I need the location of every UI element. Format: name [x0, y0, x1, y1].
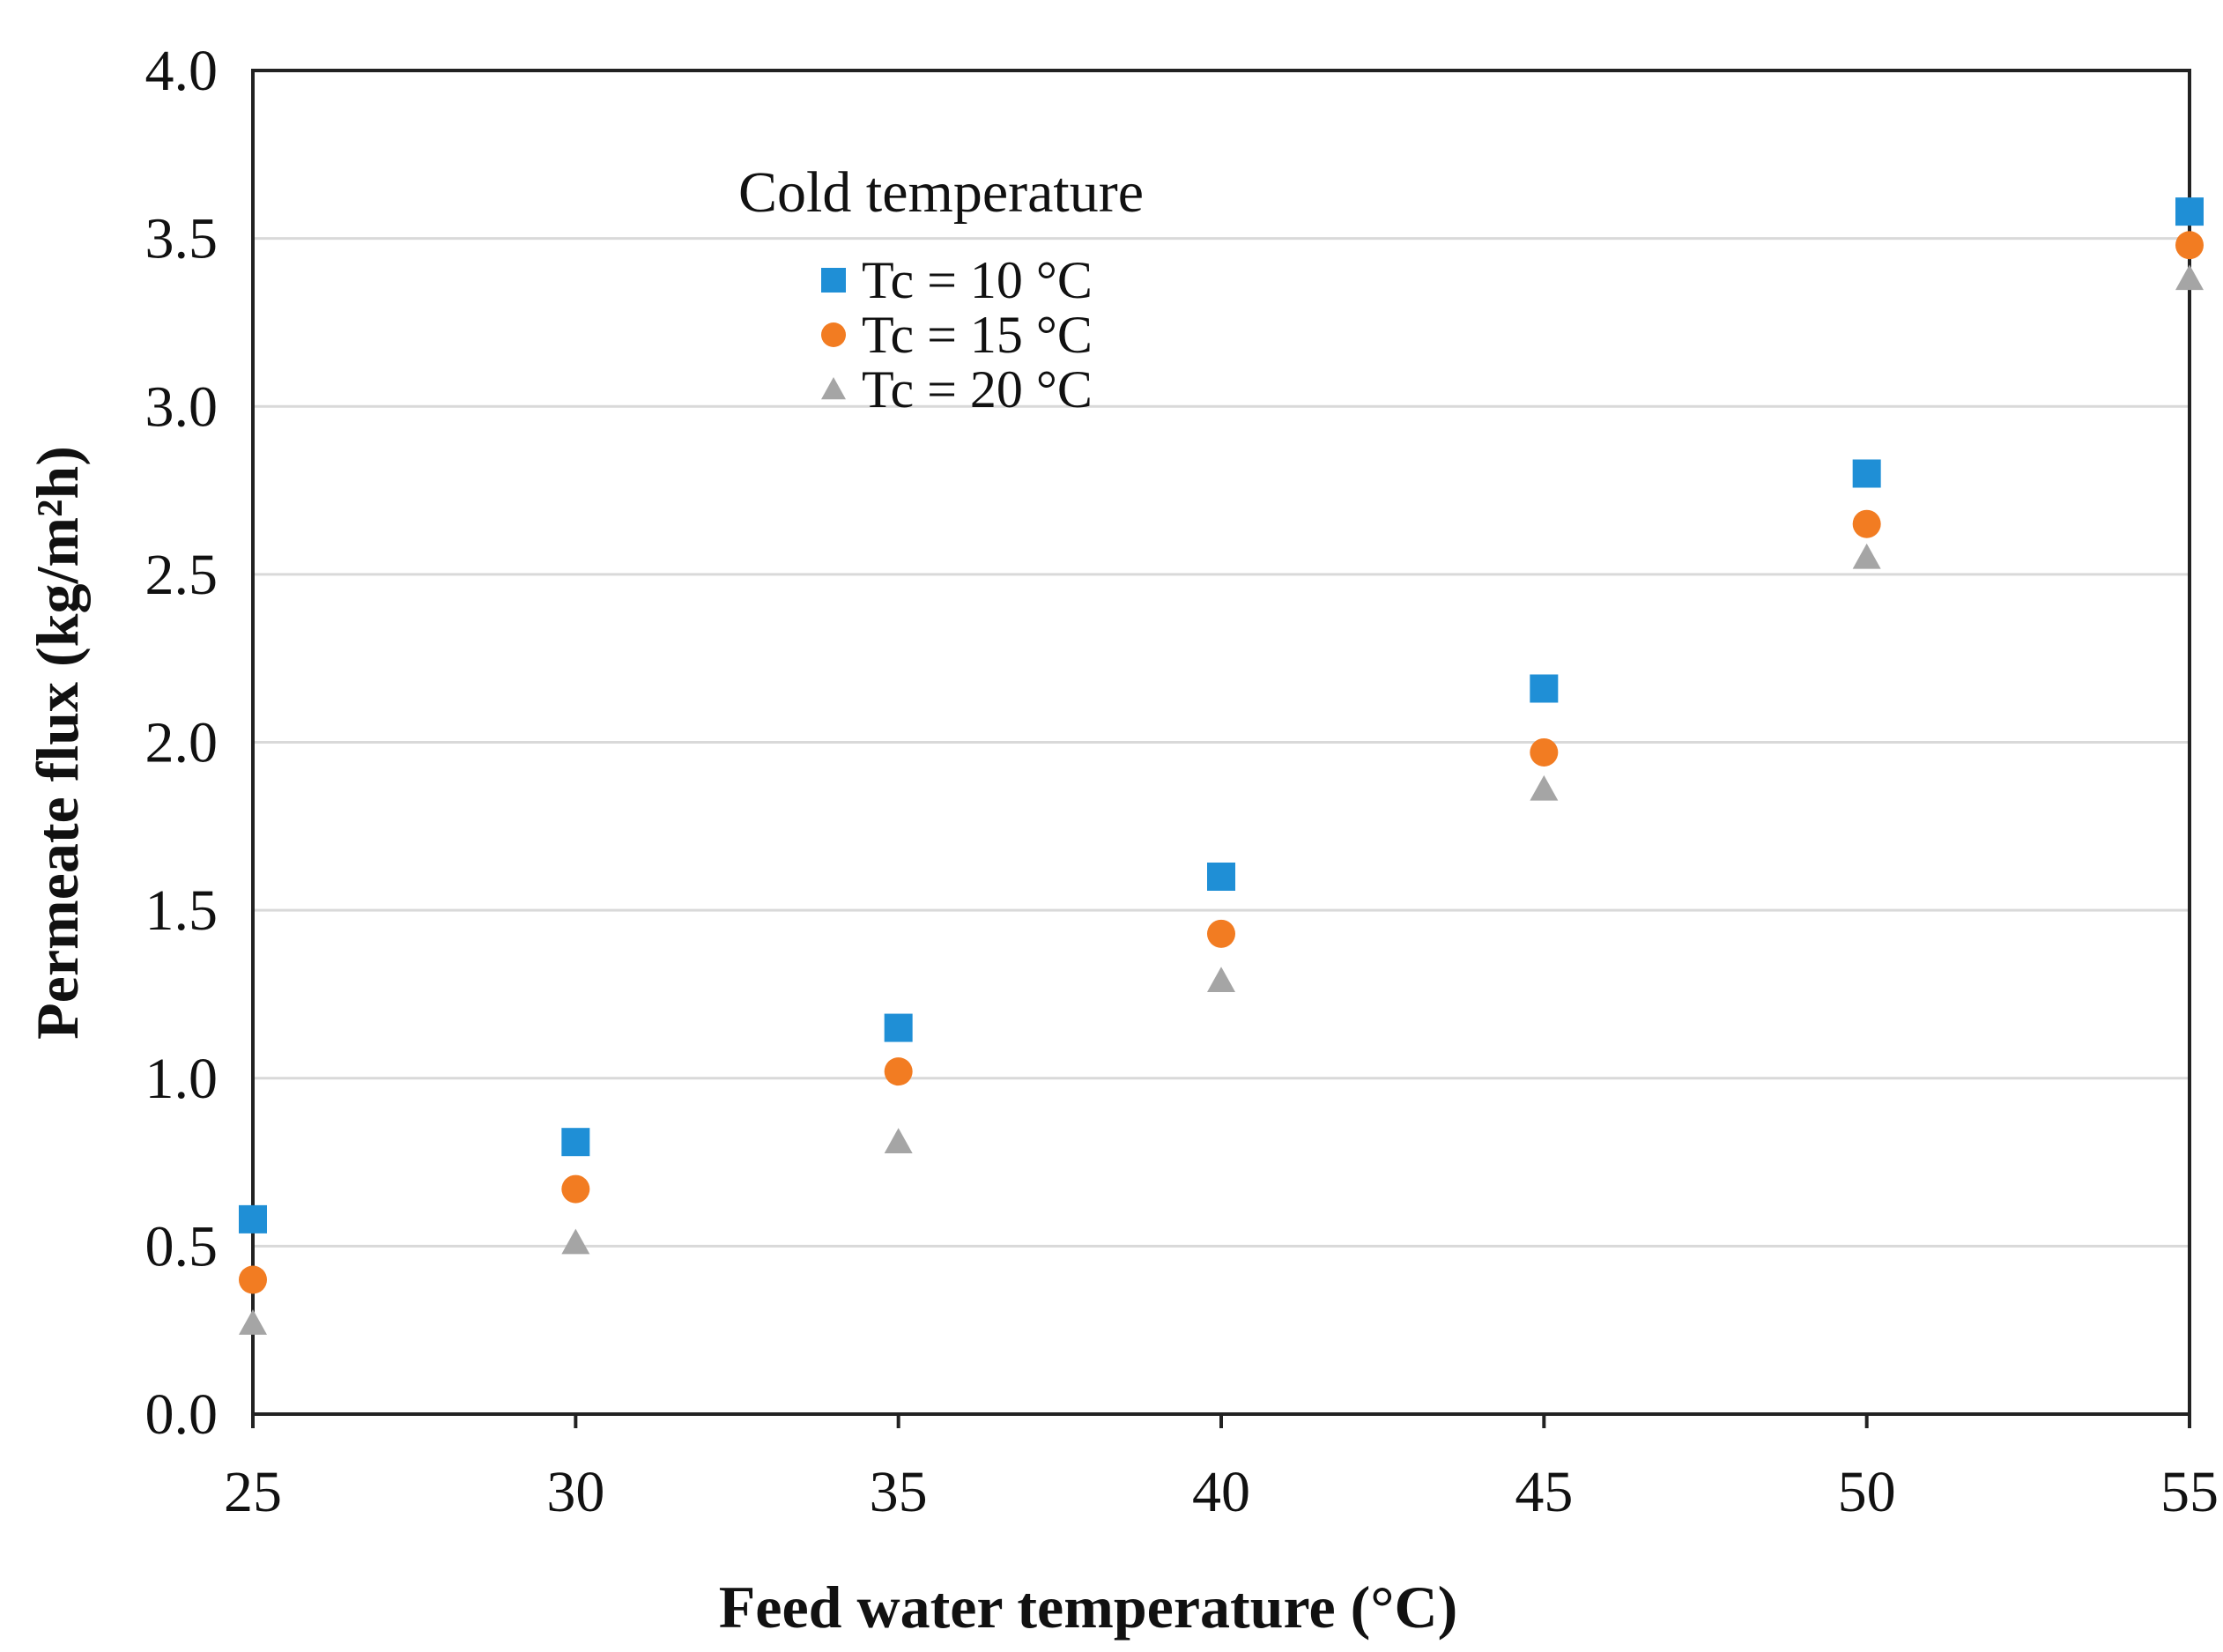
- data-point: [884, 1013, 913, 1042]
- data-point: [1852, 543, 1881, 569]
- x-axis-title: Feed water temperature (°C): [719, 1574, 1457, 1641]
- y-tick-label: 2.5: [145, 543, 219, 607]
- data-point: [1852, 459, 1881, 488]
- data-point: [239, 1309, 267, 1335]
- data-point: [2175, 197, 2204, 226]
- data-point: [239, 1265, 267, 1294]
- data-point: [2175, 264, 2204, 291]
- y-tick-label: 0.5: [145, 1214, 219, 1278]
- legend-marker: [821, 322, 846, 347]
- series-2: [239, 231, 2204, 1294]
- y-tick-label: 1.5: [145, 878, 219, 943]
- x-axis-ticks: 25 30 35 40 45 50 55: [224, 1414, 2219, 1524]
- data-point: [1207, 967, 1235, 992]
- y-tick-label: 1.0: [145, 1047, 219, 1111]
- data-point: [1207, 863, 1235, 891]
- data-point: [561, 1228, 590, 1255]
- legend-label: Tc = 10 °C: [862, 251, 1093, 309]
- legend: Cold temperature Tc = 10 °CTc = 15 °CTc …: [738, 160, 1144, 419]
- x-tick-label: 35: [870, 1460, 928, 1524]
- legend-title: Cold temperature: [738, 160, 1144, 225]
- series-1: [239, 197, 2204, 1233]
- x-tick-label: 25: [224, 1460, 282, 1524]
- data-point: [1852, 509, 1881, 538]
- y-tick-label: 2.0: [145, 711, 219, 775]
- data-point: [884, 1057, 913, 1086]
- series-3: [239, 264, 2204, 1335]
- y-tick-label: 4.0: [145, 39, 219, 103]
- legend-marker: [821, 377, 846, 400]
- legend-marker: [821, 268, 846, 293]
- data-series: [239, 197, 2204, 1335]
- legend-items: Tc = 10 °CTc = 15 °CTc = 20 °C: [821, 251, 1093, 419]
- data-point: [2175, 231, 2204, 260]
- data-point: [561, 1128, 590, 1157]
- data-point: [561, 1174, 590, 1204]
- legend-label: Tc = 20 °C: [862, 360, 1093, 419]
- data-point: [1530, 674, 1559, 703]
- x-tick-label: 30: [546, 1460, 604, 1524]
- data-point: [1530, 737, 1559, 767]
- y-axis-title: Permeate flux (kg/m²h): [24, 446, 91, 1040]
- x-tick-label: 55: [2160, 1460, 2219, 1524]
- data-point: [884, 1128, 913, 1153]
- x-tick-label: 45: [1515, 1460, 1573, 1524]
- data-point: [1530, 774, 1559, 801]
- y-tick-label: 3.5: [145, 207, 219, 271]
- data-point: [239, 1204, 267, 1233]
- x-tick-label: 40: [1192, 1460, 1250, 1524]
- x-tick-label: 50: [1838, 1460, 1896, 1524]
- data-point: [1207, 919, 1235, 948]
- y-axis-ticks: 0.0 0.5 1.0 1.5 2.0 2.5 3.0 3.5 4.0: [145, 39, 219, 1447]
- legend-label: Tc = 15 °C: [862, 306, 1093, 364]
- y-tick-label: 3.0: [145, 374, 219, 439]
- gridlines: [253, 237, 2190, 1248]
- y-tick-label: 0.0: [145, 1382, 219, 1447]
